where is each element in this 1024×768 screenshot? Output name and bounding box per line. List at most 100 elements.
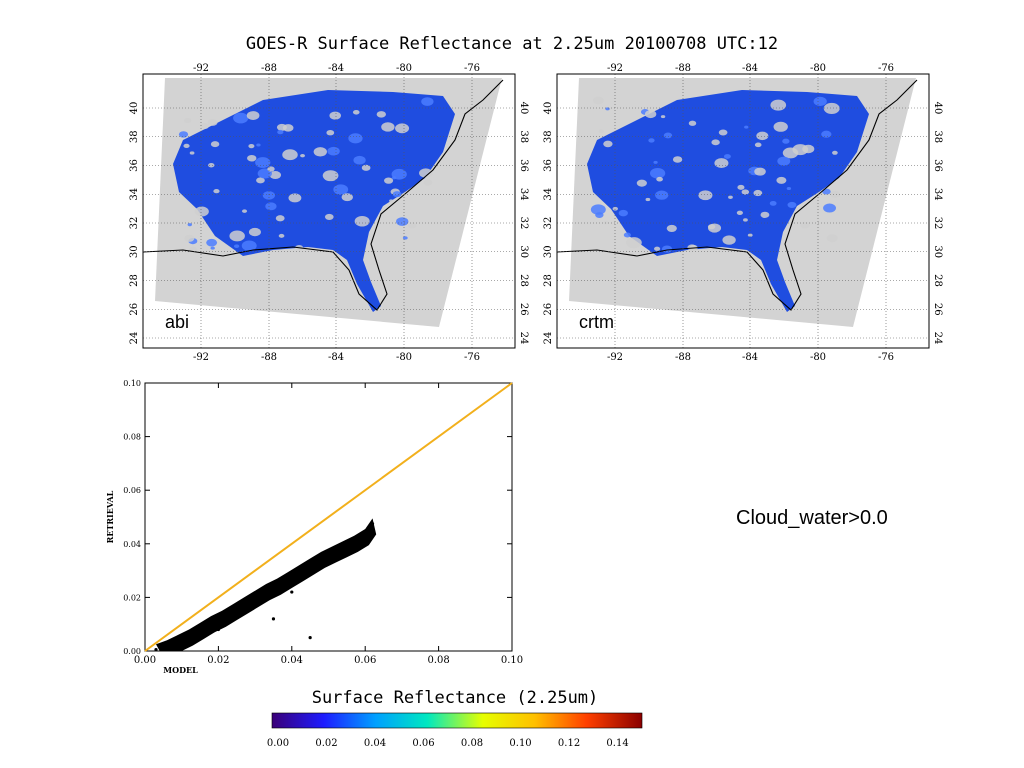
coastline	[557, 79, 918, 311]
x-tick-label: 0.08	[427, 655, 449, 666]
scatter-plot: 0.00 0.02 0.04 0.06 0.08 0.10 0.00 0.02 0.04 0.06…	[105, 379, 523, 675]
cloud-patch	[277, 129, 284, 135]
cloud-patch	[786, 186, 792, 191]
lon-tick-bottom: -84	[328, 352, 344, 363]
cloud-patch	[773, 121, 788, 132]
lat-tick-left: 26	[543, 303, 554, 316]
map-content	[143, 74, 515, 348]
cloud-patch	[329, 111, 341, 120]
scatter-point	[363, 532, 367, 537]
cloud-patch	[741, 189, 750, 195]
colorbar-tick-label: 0.00	[267, 738, 289, 749]
x-tick-label: 0.00	[134, 655, 156, 666]
scatter-point	[271, 617, 276, 621]
cloud-patch	[419, 168, 433, 178]
y-tick-label: 0.02	[123, 593, 141, 602]
scatter-point	[231, 607, 235, 612]
land-reflectance	[173, 90, 455, 312]
cloud-patch	[423, 179, 433, 186]
cloud-patch	[282, 124, 294, 132]
lat-tick-right: 36	[518, 159, 529, 172]
lat-tick-left: 32	[543, 217, 554, 230]
cloud-patch	[590, 204, 606, 215]
cloud-patch	[421, 97, 434, 106]
lat-tick-right: 26	[518, 303, 529, 316]
lat-tick-left: 36	[129, 159, 140, 172]
cloud-patch	[200, 122, 209, 130]
cloud-patch	[184, 117, 192, 123]
cloud-patch	[770, 99, 787, 111]
cloud-patch	[666, 224, 677, 232]
lat-tick-left: 34	[129, 188, 140, 201]
lat-tick-right: 36	[932, 159, 943, 172]
cloud-patch	[262, 191, 276, 200]
cloud-patch	[282, 149, 298, 161]
lon-tick-bottom: -76	[878, 352, 894, 363]
cloud-patch	[723, 154, 731, 159]
cloud-patch	[744, 125, 749, 129]
scatter-point	[209, 619, 213, 624]
scatter-point	[286, 575, 290, 579]
y-tick-label: 0.06	[123, 486, 141, 495]
cloud-patch	[813, 96, 827, 107]
scatter-point	[154, 648, 158, 652]
cloud-patch	[605, 107, 610, 111]
cloud-patch	[257, 168, 272, 179]
cloud-patch	[603, 220, 609, 225]
cloud-patch	[208, 162, 215, 168]
coastline	[143, 79, 504, 311]
lat-tick-right: 32	[932, 217, 943, 230]
cloud-patch	[241, 209, 248, 213]
cloud-patch	[184, 234, 195, 242]
cloud-patch	[233, 244, 240, 248]
cloud-patch	[753, 189, 763, 197]
lat-tick-right: 26	[932, 303, 943, 316]
cloud-patch	[361, 164, 371, 171]
cloud-patch	[246, 111, 260, 120]
lat-tick-right: 34	[518, 188, 529, 201]
cloud-patch	[792, 144, 809, 156]
y-tick-label: 0.10	[123, 379, 141, 388]
lat-tick-right: 28	[518, 274, 529, 287]
cloud-patch	[718, 129, 728, 136]
map-frame	[142, 73, 516, 349]
scatter-point	[308, 562, 312, 566]
colorbar-ticks: 0.00 0.02 0.04 0.06 0.08 0.10 0.12 0.14	[267, 738, 629, 749]
lat-tick-right: 32	[518, 217, 529, 230]
cloud-patch	[655, 190, 669, 200]
cloud-patch	[206, 238, 218, 247]
lat-tick-right: 38	[518, 130, 529, 143]
cloud-patch	[391, 176, 397, 180]
lat-tick-right: 40	[518, 102, 529, 115]
cloud-patch	[823, 203, 836, 213]
cloud-patch	[598, 129, 605, 134]
x-tick-label: 0.10	[501, 655, 523, 666]
cloud-patch	[241, 240, 257, 251]
colorbar-tick-label: 0.10	[509, 738, 531, 749]
cloud-patch	[187, 223, 192, 227]
cloud-patch	[233, 112, 249, 124]
scatter-point	[308, 636, 312, 640]
lon-tick-top: -80	[396, 63, 412, 74]
scatter-density-band	[156, 518, 377, 651]
cloud-patch	[821, 130, 832, 138]
lat-tick-left: 34	[543, 188, 554, 201]
scatter-point	[198, 626, 202, 630]
lon-tick-top: -80	[810, 63, 826, 74]
lat-tick-right: 28	[932, 274, 943, 287]
cloud-patch	[636, 179, 647, 187]
lat-tick-right: 24	[518, 332, 529, 345]
lon-tick-bottom: -84	[742, 352, 758, 363]
scatter-point	[330, 550, 334, 554]
cloud-patch	[754, 142, 762, 148]
cloud-patch	[823, 102, 840, 115]
x-tick-label: 0.06	[354, 655, 376, 666]
cloud-patch	[395, 123, 410, 134]
lon-tick-top: -92	[193, 63, 209, 74]
scatter-point	[264, 587, 268, 591]
x-tick-label: 0.02	[207, 655, 229, 666]
cloud-patch	[229, 230, 245, 242]
lon-tick-top: -84	[328, 63, 344, 74]
figure-title: GOES-R Surface Reflectance at 2.25um 201…	[245, 34, 779, 54]
